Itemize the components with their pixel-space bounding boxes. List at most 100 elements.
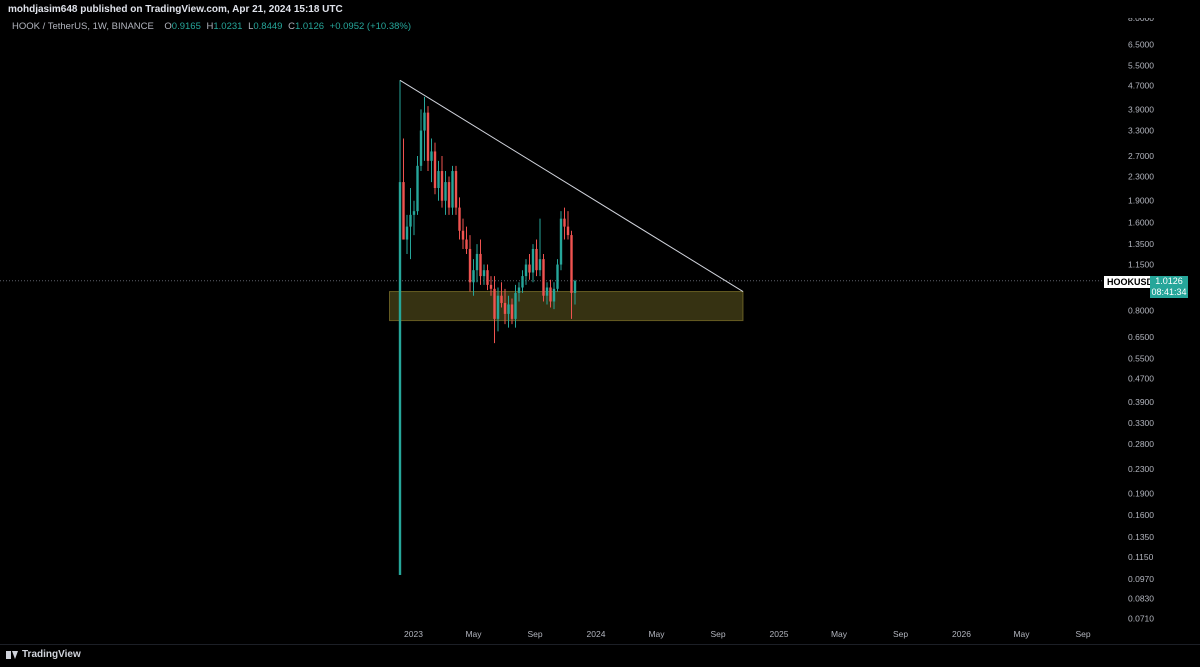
candle-body bbox=[405, 226, 409, 240]
y-tick-label: 1.3500 bbox=[1128, 239, 1154, 249]
candle-body bbox=[489, 284, 493, 289]
change-value: +0.0952 (+10.38%) bbox=[329, 21, 411, 32]
open-value: 0.9165 bbox=[171, 21, 201, 32]
candle-body bbox=[482, 270, 486, 277]
candle-body bbox=[503, 302, 507, 314]
x-tick-label: Sep bbox=[710, 629, 725, 639]
y-axis: 8.0000 6.5000 5.5000 4.7000 3.9000 3.3000 2.70… bbox=[1128, 13, 1154, 624]
tradingview-logo-icon bbox=[6, 650, 18, 659]
high-value: 1.0231 bbox=[213, 21, 243, 32]
y-tick-label: 0.8000 bbox=[1128, 306, 1154, 316]
published-bar: mohdjasim648 published on TradingView.co… bbox=[0, 0, 1200, 18]
candle-body bbox=[493, 288, 496, 319]
candle-body bbox=[451, 171, 454, 208]
candle-body bbox=[409, 214, 412, 227]
last-price-value: 1.0126 bbox=[1155, 276, 1183, 286]
y-tick-label: 3.9000 bbox=[1128, 104, 1154, 114]
support-zone bbox=[389, 291, 744, 322]
x-tick-label: May bbox=[465, 629, 482, 639]
candle-body bbox=[461, 230, 465, 240]
y-tick-label: 0.1900 bbox=[1128, 488, 1154, 498]
y-tick-label: 0.0710 bbox=[1128, 614, 1154, 624]
candle-body bbox=[426, 112, 430, 161]
y-tick-label: 2.3000 bbox=[1128, 171, 1154, 181]
candle-body bbox=[563, 218, 566, 227]
y-tick-label: 0.5500 bbox=[1128, 353, 1154, 363]
support-zone-layer bbox=[389, 291, 744, 322]
y-tick-label: 6.5000 bbox=[1128, 39, 1154, 49]
candle-body bbox=[412, 211, 416, 215]
candle-body bbox=[398, 182, 402, 575]
bottom-bar bbox=[0, 644, 1200, 667]
candle-body bbox=[430, 151, 433, 161]
candle-body bbox=[475, 253, 479, 271]
candle-body bbox=[479, 253, 482, 277]
y-tick-label: 0.0970 bbox=[1128, 574, 1154, 584]
y-tick-label: 0.6500 bbox=[1128, 332, 1154, 342]
candle-body bbox=[535, 248, 538, 271]
y-tick-label: 0.0830 bbox=[1128, 594, 1154, 604]
bar-countdown: 08:41:34 bbox=[1151, 287, 1187, 297]
candle-body bbox=[472, 270, 475, 283]
x-tick-label: May bbox=[648, 629, 665, 639]
candle-body bbox=[433, 151, 437, 189]
candle-body bbox=[521, 276, 524, 288]
candle-body bbox=[402, 182, 405, 240]
y-tick-label: 5.5000 bbox=[1128, 61, 1154, 71]
y-tick-label: 1.9000 bbox=[1128, 196, 1154, 206]
y-tick-label: 0.4700 bbox=[1128, 373, 1154, 383]
y-tick-label: 0.3900 bbox=[1128, 397, 1154, 407]
candle-body bbox=[573, 281, 577, 293]
candle-body bbox=[570, 235, 573, 293]
candle-body bbox=[423, 112, 426, 131]
candle-body bbox=[416, 165, 419, 212]
candle-body bbox=[419, 130, 423, 166]
high-label: H bbox=[206, 21, 214, 32]
candle-body bbox=[468, 248, 472, 283]
trendline-layer bbox=[399, 79, 744, 292]
y-tick-label: 2.7000 bbox=[1128, 151, 1154, 161]
candle-body bbox=[552, 288, 556, 302]
x-axis: 2023 May Sep 2024 May Sep 2025 May Sep 2026 May Sep bbox=[404, 629, 1091, 639]
last-price-badge: 1.0126 08:41:34 bbox=[1150, 276, 1188, 298]
candle-body bbox=[559, 218, 563, 265]
candle-body bbox=[528, 264, 531, 273]
low-value: 0.8449 bbox=[253, 21, 283, 32]
candle-body bbox=[465, 239, 468, 249]
candle-body bbox=[549, 287, 552, 302]
x-tick-label: May bbox=[831, 629, 848, 639]
candle-body bbox=[542, 259, 545, 296]
y-tick-label: 0.2800 bbox=[1128, 439, 1154, 449]
candle-body bbox=[514, 292, 517, 319]
x-tick-label: Sep bbox=[1075, 629, 1090, 639]
symbol-text[interactable]: HOOK / TetherUS, 1W, BINANCE bbox=[12, 21, 154, 32]
tradingview-logo[interactable]: TradingView bbox=[6, 649, 81, 660]
tradingview-brand: TradingView bbox=[22, 649, 81, 660]
candle-body bbox=[531, 248, 535, 273]
candle-body bbox=[566, 226, 570, 236]
candle-body bbox=[510, 304, 514, 319]
candle-body bbox=[556, 264, 559, 289]
candle-body bbox=[507, 304, 510, 314]
y-tick-label: 0.1600 bbox=[1128, 510, 1154, 520]
close-value: 1.0126 bbox=[294, 21, 325, 32]
candle-body bbox=[496, 295, 500, 319]
y-tick-label: 1.1500 bbox=[1128, 260, 1154, 270]
y-tick-label: 0.1350 bbox=[1128, 532, 1154, 542]
x-tick-label: 2023 bbox=[404, 629, 423, 639]
y-tick-label: 0.3300 bbox=[1128, 418, 1154, 428]
ticker-price-label: HOOKUSDT bbox=[1104, 276, 1162, 288]
open-label: O bbox=[164, 21, 172, 32]
y-tick-label: 4.7000 bbox=[1128, 81, 1154, 91]
y-tick-label: 0.2300 bbox=[1128, 464, 1154, 474]
candle-body bbox=[517, 287, 521, 293]
x-tick-label: 2024 bbox=[587, 629, 606, 639]
candle-body bbox=[545, 287, 549, 296]
candle-body bbox=[454, 171, 458, 208]
y-tick-label: 0.1150 bbox=[1128, 552, 1154, 562]
candle-body bbox=[437, 171, 440, 189]
y-tick-label: 3.3000 bbox=[1128, 126, 1154, 136]
symbol-legend: HOOK / TetherUS, 1W, BINANCE O0.9165 H1.… bbox=[12, 21, 414, 32]
published-text: mohdjasim648 published on TradingView.co… bbox=[8, 4, 343, 15]
